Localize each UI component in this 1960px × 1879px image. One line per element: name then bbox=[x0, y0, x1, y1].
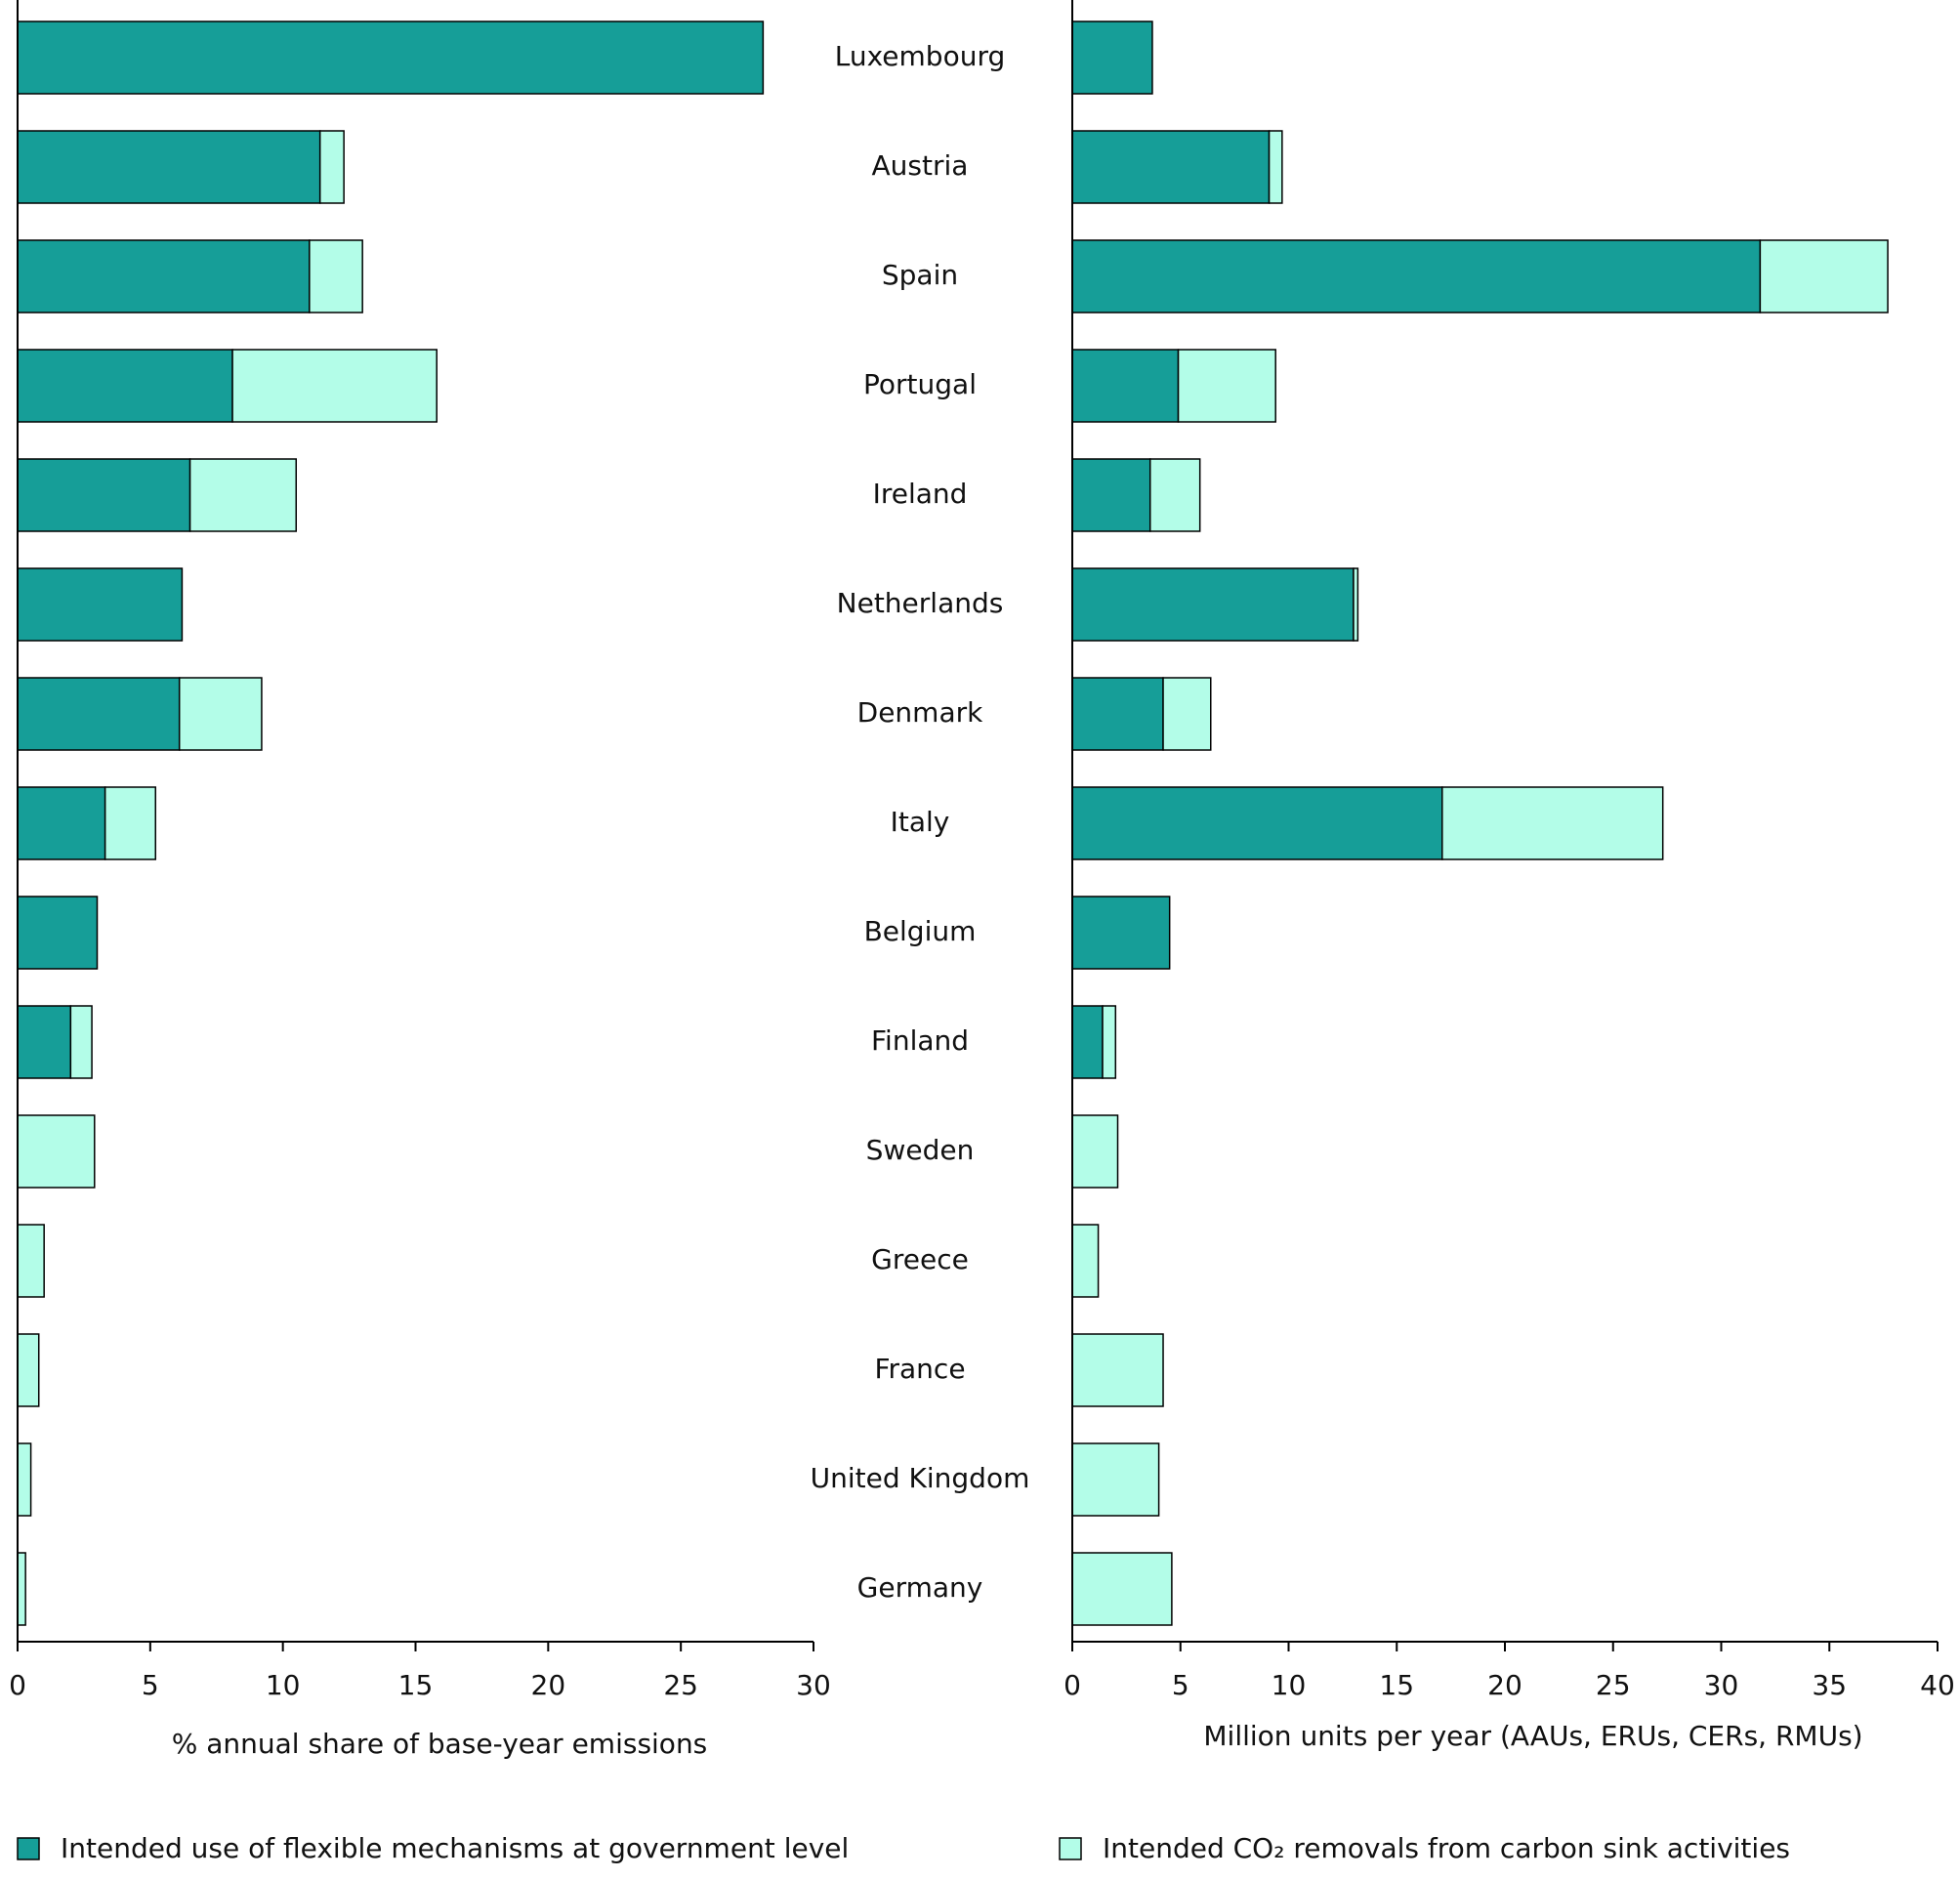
x-tick-label: 0 bbox=[9, 1669, 26, 1701]
bar-segment bbox=[1441, 786, 1664, 860]
bar-segment bbox=[1177, 349, 1276, 423]
x-axis-title: % annual share of base-year emissions bbox=[172, 1728, 708, 1760]
legend-swatch bbox=[17, 1837, 40, 1860]
bar-segment bbox=[17, 1224, 45, 1298]
bar-segment bbox=[1071, 239, 1762, 313]
x-tick-label: 5 bbox=[142, 1669, 159, 1701]
bar-segment bbox=[178, 677, 263, 751]
x-tick-label: 20 bbox=[531, 1669, 566, 1701]
category-label: Sweden bbox=[866, 1134, 975, 1166]
bar-segment bbox=[17, 458, 191, 532]
category-label: United Kingdom bbox=[811, 1462, 1030, 1494]
bar-segment bbox=[17, 677, 181, 751]
bar-segment bbox=[1071, 349, 1180, 423]
category-label: Spain bbox=[882, 259, 958, 291]
bar-segment bbox=[1071, 21, 1153, 95]
bar-segment bbox=[1071, 1114, 1119, 1189]
x-tick-label: 10 bbox=[266, 1669, 301, 1701]
bar-segment bbox=[1268, 130, 1283, 204]
legend-label: Intended CO₂ removals from carbon sink a… bbox=[1103, 1832, 1790, 1864]
x-tick-label: 30 bbox=[1704, 1669, 1739, 1701]
bar-segment bbox=[1353, 567, 1359, 642]
x-tick-label: 30 bbox=[796, 1669, 831, 1701]
bar-segment bbox=[17, 1114, 96, 1189]
x-tick-label: 5 bbox=[1172, 1669, 1189, 1701]
category-label: Italy bbox=[891, 806, 950, 838]
bar-segment bbox=[17, 786, 106, 860]
category-label: Finland bbox=[871, 1024, 969, 1057]
bar-segment bbox=[309, 239, 363, 313]
bar-segment bbox=[17, 21, 765, 95]
legend-swatch bbox=[1059, 1837, 1082, 1860]
x-tick-label: 10 bbox=[1272, 1669, 1307, 1701]
x-tick-label: 25 bbox=[663, 1669, 698, 1701]
bar-segment bbox=[318, 130, 345, 204]
category-label: Germany bbox=[857, 1571, 983, 1604]
category-label: Portugal bbox=[863, 368, 977, 400]
bar-segment bbox=[1071, 896, 1171, 970]
bar-segment bbox=[1071, 130, 1271, 204]
x-tick-label: 25 bbox=[1596, 1669, 1631, 1701]
bar-segment bbox=[17, 1333, 40, 1407]
category-label: Luxembourg bbox=[835, 40, 1006, 72]
bar-segment bbox=[17, 130, 321, 204]
bar-segment bbox=[17, 567, 184, 642]
bar-segment bbox=[1148, 458, 1201, 532]
bar-segment bbox=[17, 239, 311, 313]
bar-segment bbox=[188, 458, 297, 532]
category-label: Denmark bbox=[857, 696, 983, 729]
bar-segment bbox=[1071, 677, 1164, 751]
x-tick-label: 20 bbox=[1487, 1669, 1522, 1701]
bar-segment bbox=[1071, 1333, 1164, 1407]
bar-segment bbox=[1162, 677, 1212, 751]
legend-label: Intended use of flexible mechanisms at g… bbox=[61, 1832, 849, 1864]
category-label: Netherlands bbox=[837, 587, 1004, 619]
bar-segment bbox=[69, 1005, 93, 1079]
bar-segment bbox=[1071, 458, 1151, 532]
category-label: Greece bbox=[871, 1243, 969, 1275]
bar-segment bbox=[17, 1442, 32, 1517]
category-label: France bbox=[874, 1353, 965, 1385]
category-label: Belgium bbox=[864, 915, 977, 947]
bar-segment bbox=[1071, 1005, 1104, 1079]
bar-segment bbox=[17, 1552, 26, 1626]
bar-segment bbox=[17, 896, 99, 970]
bar-segment bbox=[17, 349, 233, 423]
bar-segment bbox=[104, 786, 157, 860]
bar-segment bbox=[1071, 786, 1443, 860]
x-tick-label: 15 bbox=[398, 1669, 434, 1701]
x-axis-title: Million units per year (AAUs, ERUs, CERs… bbox=[1203, 1720, 1862, 1752]
bar-segment bbox=[1071, 1442, 1160, 1517]
bar-segment bbox=[17, 1005, 72, 1079]
x-tick-label: 15 bbox=[1379, 1669, 1414, 1701]
bar-segment bbox=[1071, 567, 1355, 642]
bar-segment bbox=[231, 349, 438, 423]
x-tick-label: 35 bbox=[1812, 1669, 1847, 1701]
bar-segment bbox=[1071, 1552, 1173, 1626]
category-label: Austria bbox=[872, 149, 969, 182]
bar-segment bbox=[1759, 239, 1889, 313]
bar-segment bbox=[1071, 1224, 1100, 1298]
category-label: Ireland bbox=[873, 478, 968, 510]
x-tick-label: 40 bbox=[1920, 1669, 1955, 1701]
bar-segment bbox=[1102, 1005, 1117, 1079]
x-tick-label: 0 bbox=[1063, 1669, 1081, 1701]
